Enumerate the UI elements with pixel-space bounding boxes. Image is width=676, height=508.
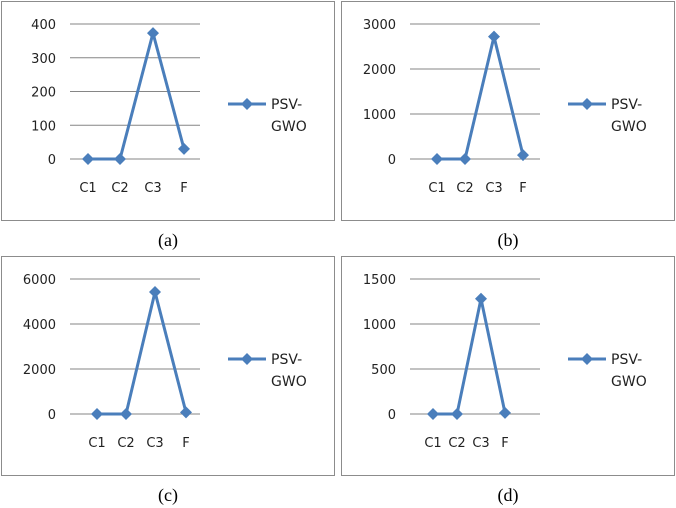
x-tick-label-c2: C2 xyxy=(111,181,128,196)
legend-label: PSV- xyxy=(611,352,642,368)
y-tick-label: 500 xyxy=(371,363,396,378)
series-line xyxy=(88,31,186,161)
chart-panel-d: 0 500 1000 1500 C1 C2 C3 F PSV- GWO xyxy=(341,256,675,476)
legend-marker xyxy=(581,98,593,110)
y-tick-label: 2000 xyxy=(363,63,396,78)
chart-panel-b: 0 1000 2000 3000 C1 C2 C3 F PSV- GWO xyxy=(341,1,675,221)
y-tick-label: 6000 xyxy=(23,273,56,288)
data-point-c2 xyxy=(120,408,132,420)
legend-label: GWO xyxy=(271,119,307,135)
x-tick-label-c3: C3 xyxy=(144,181,161,196)
legend-label: PSV- xyxy=(271,352,302,368)
data-point-c3 xyxy=(488,30,500,43)
y-tick-label: 3000 xyxy=(363,18,396,33)
data-point-c1 xyxy=(82,153,94,165)
legend-marker xyxy=(581,353,593,365)
legend-label: GWO xyxy=(271,374,307,390)
data-point-f xyxy=(499,406,511,419)
y-tick-label: 2000 xyxy=(23,363,56,378)
legend-marker xyxy=(241,98,253,110)
data-point-c3 xyxy=(147,27,159,40)
data-point-f xyxy=(178,142,190,155)
data-point-c2 xyxy=(459,153,471,165)
y-tick-label: 1000 xyxy=(363,318,396,333)
y-tick-label: 4000 xyxy=(23,318,56,333)
y-tick-label: 0 xyxy=(388,408,396,423)
caption-a: (a) xyxy=(158,230,178,250)
series-line xyxy=(97,290,188,416)
chart-panel-c: 0 2000 4000 6000 C1 C2 C3 F PSV- GWO xyxy=(1,256,335,476)
series-line xyxy=(437,35,525,161)
x-tick-label-c2: C2 xyxy=(117,436,134,451)
data-point-c2 xyxy=(451,408,463,420)
x-tick-label-c3: C3 xyxy=(485,181,502,196)
y-tick-label: 1500 xyxy=(363,273,396,288)
x-tick-label-f: F xyxy=(182,436,189,451)
chart-b-svg: 0 1000 2000 3000 C1 C2 C3 F PSV- GWO xyxy=(363,18,647,196)
series-line xyxy=(433,297,507,416)
y-tick-label: 1000 xyxy=(363,108,396,123)
data-point-f xyxy=(517,149,529,162)
data-point-c2 xyxy=(114,153,126,165)
chart-panel-a: 0 100 200 300 400 C1 C2 C3 F PSV- GWO xyxy=(1,1,335,221)
data-point-c3 xyxy=(475,292,487,305)
chart-c-svg: 0 2000 4000 6000 C1 C2 C3 F PSV- GWO xyxy=(23,273,307,451)
chart-d-svg: 0 500 1000 1500 C1 C2 C3 F PSV- GWO xyxy=(363,273,647,451)
data-point-c1 xyxy=(91,408,103,420)
y-tick-label: 200 xyxy=(31,86,56,101)
legend-label: PSV- xyxy=(611,97,642,113)
caption-c: (c) xyxy=(158,485,178,505)
y-tick-label: 0 xyxy=(48,153,56,168)
data-point-c1 xyxy=(427,408,439,420)
x-tick-label-c2: C2 xyxy=(448,436,465,451)
x-tick-label-f: F xyxy=(180,181,187,196)
x-tick-label-c3: C3 xyxy=(472,436,489,451)
y-tick-label: 300 xyxy=(31,52,56,67)
x-tick-label-f: F xyxy=(501,436,508,451)
x-tick-label-f: F xyxy=(519,181,526,196)
x-tick-label-c2: C2 xyxy=(456,181,473,196)
x-tick-label-c1: C1 xyxy=(79,181,96,196)
x-tick-label-c1: C1 xyxy=(428,181,445,196)
y-tick-label: 0 xyxy=(48,408,56,423)
y-tick-label: 0 xyxy=(388,153,396,168)
caption-d: (d) xyxy=(497,485,519,505)
caption-b: (b) xyxy=(497,230,519,250)
data-point-f xyxy=(180,406,192,419)
legend-label: GWO xyxy=(611,119,647,135)
chart-a-svg: 0 100 200 300 400 C1 C2 C3 F PSV- GWO xyxy=(31,18,307,196)
x-tick-label-c1: C1 xyxy=(424,436,441,451)
data-point-c3 xyxy=(149,286,161,299)
legend-label: GWO xyxy=(611,374,647,390)
legend-label: PSV- xyxy=(271,97,302,113)
y-tick-label: 400 xyxy=(31,18,56,33)
data-point-c1 xyxy=(431,153,443,165)
x-tick-label-c1: C1 xyxy=(88,436,105,451)
x-tick-label-c3: C3 xyxy=(146,436,163,451)
y-tick-label: 100 xyxy=(31,119,56,134)
legend-marker xyxy=(241,353,253,365)
